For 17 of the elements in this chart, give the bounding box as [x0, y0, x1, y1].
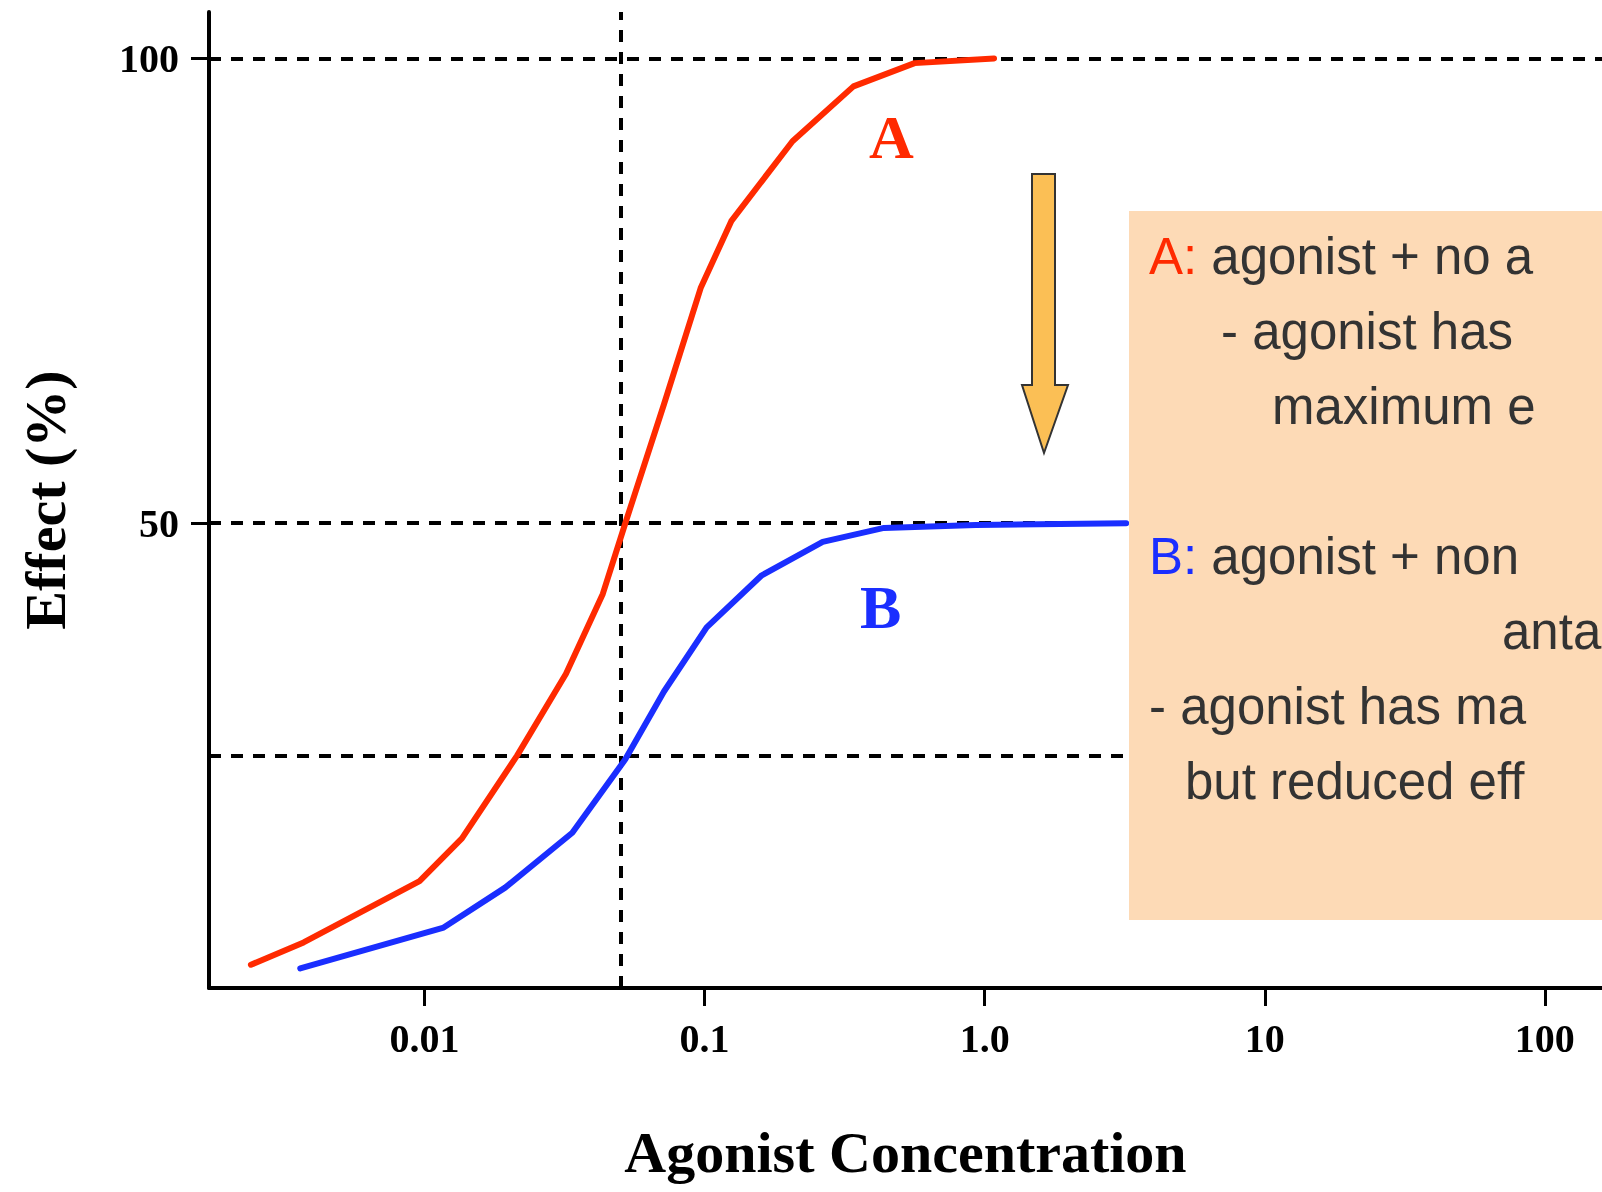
annotation: maximum e — [1272, 378, 1536, 435]
annotation: A — [869, 103, 914, 171]
annotation: B: agonist + non — [1149, 528, 1520, 585]
x-axis-title: Agonist Concentration — [624, 1119, 1187, 1185]
x-tick-label: 10 — [1244, 1015, 1285, 1061]
x-tick-label: 1.0 — [959, 1015, 1010, 1061]
annotation: but reduced eff — [1185, 753, 1525, 810]
annotation: A: agonist + no a — [1149, 228, 1534, 285]
x-tick-label: 0.01 — [389, 1015, 460, 1061]
y-axis-title: Effect (%) — [12, 370, 78, 630]
x-tick-label: 100 — [1514, 1015, 1575, 1061]
annotation: B — [860, 573, 902, 641]
annotation: - agonist has ma — [1149, 678, 1527, 735]
x-tick-label: 0.1 — [679, 1015, 730, 1061]
annotation: anta — [1502, 603, 1602, 660]
y-tick-label: 50 — [139, 500, 179, 546]
annotation: - agonist has — [1221, 303, 1514, 360]
